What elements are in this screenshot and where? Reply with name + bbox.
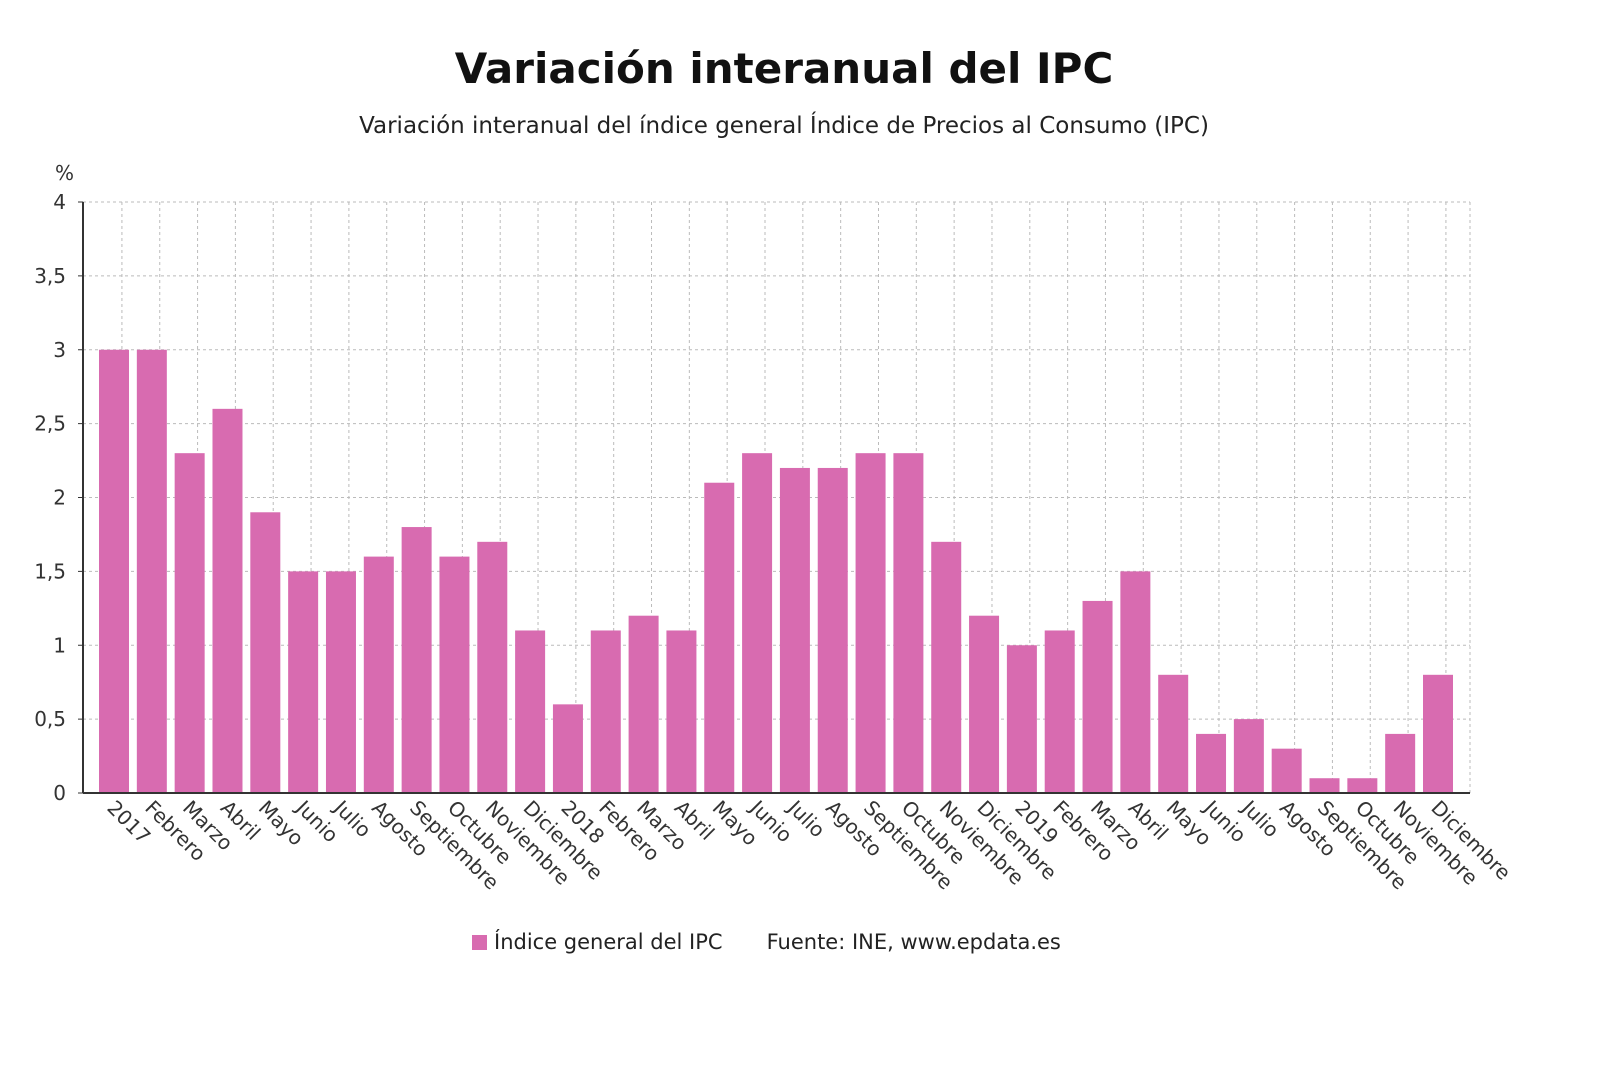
bar (325, 571, 356, 793)
bar (1082, 600, 1113, 793)
bar (1044, 630, 1075, 793)
bar (590, 630, 621, 793)
bar (969, 615, 1000, 793)
bar (99, 349, 129, 793)
bar (893, 453, 924, 793)
bar (1120, 571, 1151, 793)
bar (288, 571, 319, 793)
chart-subtitle: Variación interanual del índice general … (359, 113, 1209, 139)
bar (439, 556, 470, 793)
chart-title: Variación interanual del IPC (454, 44, 1114, 93)
y-tick-label: 4 (53, 190, 66, 214)
bar (1158, 674, 1189, 793)
bar (212, 408, 243, 793)
bar (552, 704, 583, 793)
y-tick-label: 3 (53, 338, 66, 362)
bar (1347, 778, 1378, 793)
y-tick-label: 3,5 (34, 264, 66, 288)
legend: Índice general del IPC Fuente: INE, www.… (472, 930, 1061, 954)
bar (704, 482, 735, 793)
source-note: Fuente: INE, www.epdata.es (766, 930, 1061, 954)
y-tick-label: 2,5 (34, 412, 66, 436)
bar (1423, 674, 1453, 793)
bar (931, 541, 962, 793)
y-tick-label: 0,5 (34, 707, 66, 731)
bar (817, 467, 848, 793)
bar (1385, 733, 1416, 793)
y-tick-label: 1 (53, 633, 66, 657)
bar (174, 453, 205, 793)
legend-swatch (472, 934, 487, 950)
bar (1196, 733, 1227, 793)
legend-label: Índice general del IPC (494, 930, 723, 954)
bar (1006, 645, 1037, 793)
bar (779, 467, 810, 793)
bar (477, 541, 508, 793)
bar (136, 349, 167, 793)
y-tick-label: 0 (53, 781, 66, 805)
bar (363, 556, 394, 793)
bar (742, 453, 773, 793)
bar (250, 512, 281, 793)
bar (628, 615, 659, 793)
bar (855, 453, 886, 793)
bar (515, 630, 546, 793)
bar (1271, 748, 1302, 793)
y-tick-label: 2 (53, 486, 66, 510)
y-axis-label: % (55, 161, 74, 185)
y-tick-label: 1,5 (34, 559, 66, 583)
bar (1309, 778, 1340, 793)
x-tick-label: 2017 (102, 796, 155, 849)
bar (1233, 719, 1264, 793)
bar (401, 527, 432, 793)
bar (666, 630, 697, 793)
